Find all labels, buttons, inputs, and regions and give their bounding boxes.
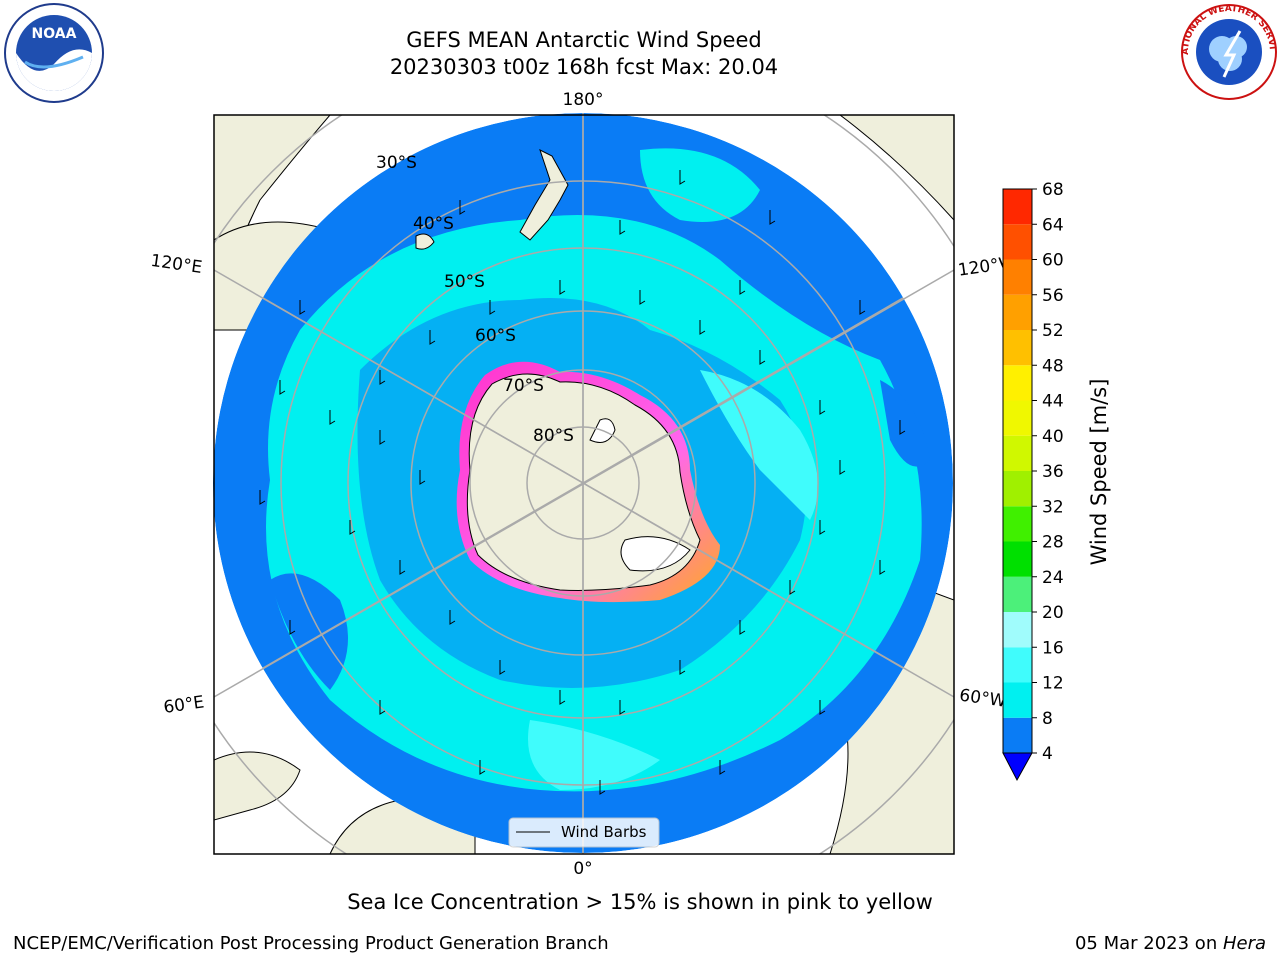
wind-barbs-legend: Wind Barbs [508,817,660,848]
colorbar-tick-label: 68 [1042,180,1064,200]
colorbar-tick-label: 64 [1042,215,1064,235]
weddell-ice-shelf [620,536,691,572]
lat-label-60s: 60°S [475,326,516,346]
colorbar-segment [1003,400,1032,436]
map-subtitle-run-info: 20230303 t00z 168h fcst Max: 20.04 [389,55,779,79]
colorbar-segment [1003,224,1032,260]
colorbar-segment [1003,471,1032,507]
map-title: GEFS MEAN Antarctic Wind Speed [406,28,762,52]
colorbar-segment [1003,506,1032,542]
colorbar-segment [1003,612,1032,648]
lat-label-40s: 40°S [413,214,454,234]
colorbar-segment [1003,682,1032,718]
colorbar-tick-label: 20 [1042,603,1064,623]
legend-label: Wind Barbs [561,823,647,841]
colorbar-tick-label: 16 [1042,638,1064,658]
noaa-logo-text: NOAA [32,26,77,42]
lon-label-180: 180° [563,90,604,110]
colorbar-tick-label: 28 [1042,533,1064,553]
lon-label-0: 0° [573,859,592,879]
colorbar-tick-label: 52 [1042,321,1064,341]
colorbar-tick-label: 4 [1042,744,1053,764]
colorbar-tick-label: 40 [1042,427,1064,447]
colorbar-tick-label: 24 [1042,568,1064,588]
colorbar-segment [1003,365,1032,401]
colorbar-tick-label: 60 [1042,251,1064,271]
lat-label-70s: 70°S [503,376,544,396]
colorbar-label: Wind Speed [m/s] [1087,379,1111,566]
colorbar-segment [1003,259,1032,295]
lon-label-60e: 60°E [162,692,205,717]
colorbar-tick-label: 12 [1042,674,1064,694]
wind-12-16-ms-zone-east [700,370,818,520]
colorbar-segment [1003,576,1032,612]
madagascar-land [214,751,301,821]
lon-label-60w: 60°W [958,685,1007,711]
wind-12-16-ms-zone-south [528,720,660,790]
colorbar-segment [1003,541,1032,577]
colorbar-extend-triangle [1002,752,1033,782]
colorbar-tick-label: 48 [1042,356,1064,376]
colorbar-tick-label: 8 [1042,709,1053,729]
lat-label-80s: 80°S [533,426,574,446]
lat-label-30s: 30°S [376,153,417,173]
colorbar-tick-label: 56 [1042,286,1064,306]
sea-ice-note: Sea Ice Concentration > 15% is shown in … [347,890,933,914]
colorbar-tick-label: 32 [1042,497,1064,517]
nws-logo: NATIONAL WEATHER SERVICE [1180,3,1277,100]
credit-left: NCEP/EMC/Verification Post Processing Pr… [13,933,609,954]
colorbar-tick-label: 44 [1042,392,1064,412]
colorbar-tick-label: 36 [1042,462,1064,482]
new-zealand-land [519,149,569,241]
colorbar-segment [1003,435,1032,471]
wind-barbs [259,170,906,795]
credit-machine: Hera [1222,933,1266,954]
credit-date: 05 Mar 2023 on [1074,933,1223,954]
colorbar-segment [1003,294,1032,330]
colorbar-segment [1003,647,1032,683]
colorbar-segment [1003,189,1032,225]
tasmania-land [415,233,435,250]
lat-label-50s: 50°S [444,272,485,292]
lon-label-120e: 120°E [149,251,203,278]
noaa-logo: NOAA [4,3,104,103]
map-frame [213,114,955,855]
colorbar-segment [1003,717,1032,753]
colorbar-segment [1003,330,1032,366]
credit-right: 05 Mar 2023 on Hera [1075,933,1266,954]
